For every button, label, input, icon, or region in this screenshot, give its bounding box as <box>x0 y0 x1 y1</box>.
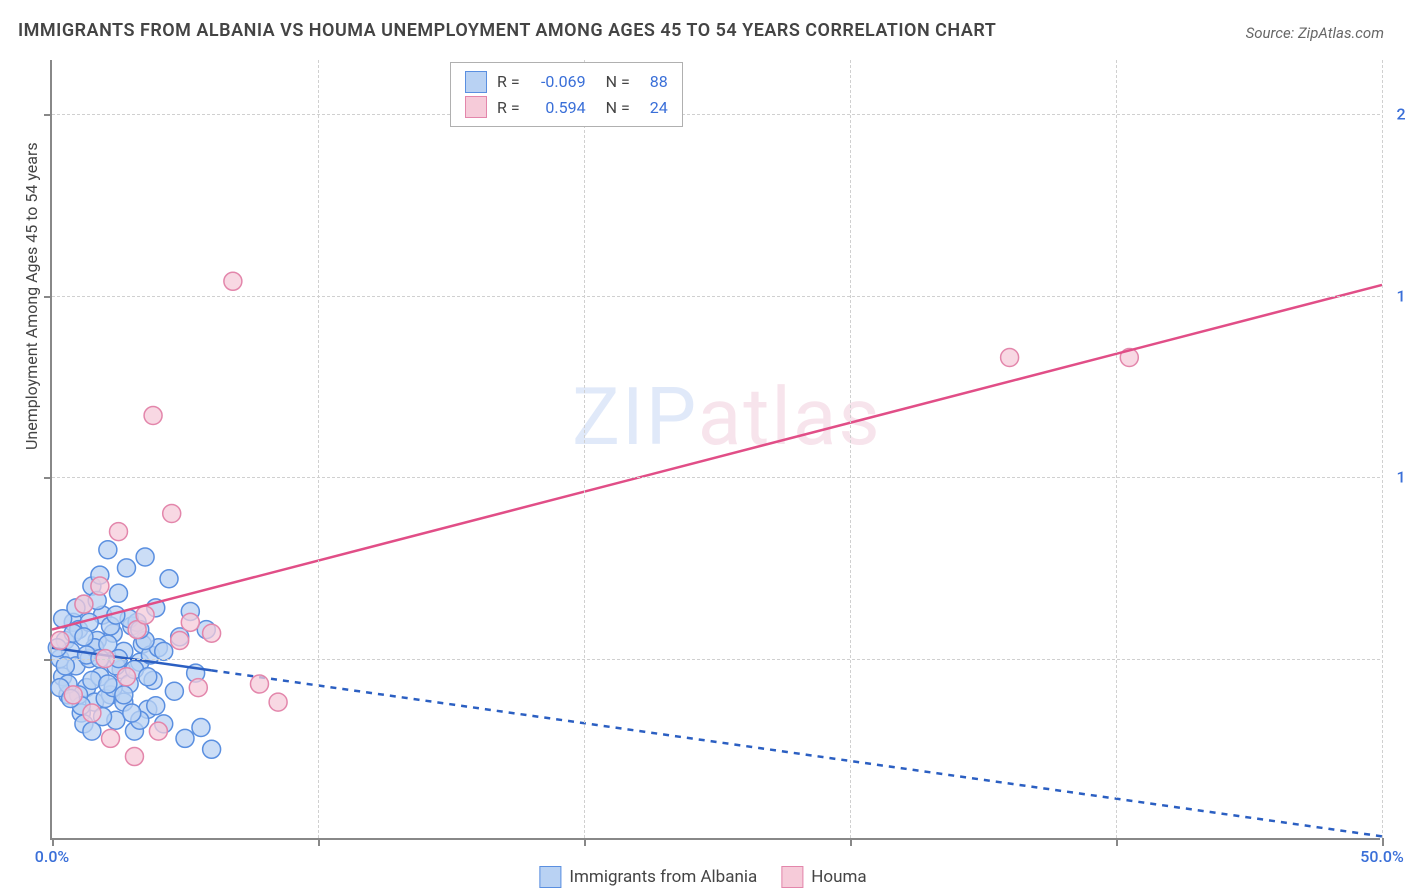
gridline-vertical <box>850 60 851 838</box>
data-point <box>176 729 194 747</box>
x-tick-mark <box>584 838 586 846</box>
legend-n-value: 24 <box>640 95 668 121</box>
data-point <box>203 740 221 758</box>
y-tick-label: 15.0% <box>1396 286 1406 305</box>
data-point <box>99 541 117 559</box>
gridline-vertical <box>318 60 319 838</box>
legend-swatch <box>781 866 803 888</box>
legend-swatch <box>539 866 561 888</box>
x-tick-mark <box>52 838 54 846</box>
legend-n-value: 88 <box>640 69 668 95</box>
chart-svg <box>52 60 1380 838</box>
data-point <box>160 570 178 588</box>
legend-series-item: Immigrants from Albania <box>539 866 757 888</box>
data-point <box>75 628 93 646</box>
data-point <box>99 675 117 693</box>
regression-line-extrapolated <box>212 670 1382 836</box>
data-point <box>83 722 101 740</box>
x-tick-mark <box>1382 838 1384 846</box>
legend-r-label: R = <box>497 95 520 121</box>
data-point <box>163 504 181 522</box>
y-tick-label: 20.0% <box>1396 105 1406 124</box>
x-tick-label: 0.0% <box>35 847 69 866</box>
data-point <box>224 272 242 290</box>
data-point <box>136 606 154 624</box>
legend-series-label: Immigrants from Albania <box>569 867 757 887</box>
plot-area: ZIPatlas 5.0%10.0%15.0%20.0%0.0%50.0% <box>50 60 1380 840</box>
data-point <box>64 686 82 704</box>
data-point <box>91 577 109 595</box>
legend-series: Immigrants from Albania Houma <box>539 866 866 888</box>
data-point <box>125 748 143 766</box>
x-tick-mark <box>1116 838 1118 846</box>
legend-r-value: 0.594 <box>530 95 586 121</box>
data-point <box>110 584 128 602</box>
gridline-horizontal <box>52 114 1380 115</box>
y-axis-title: Unemployment Among Ages 45 to 54 years <box>22 142 41 450</box>
data-point <box>144 407 162 425</box>
legend-n-label: N = <box>606 95 630 121</box>
data-point <box>1001 348 1019 366</box>
y-tick-mark <box>44 114 52 116</box>
data-point <box>117 668 135 686</box>
data-point <box>123 704 141 722</box>
data-point <box>83 704 101 722</box>
gridline-horizontal <box>52 659 1380 660</box>
legend-n-label: N = <box>606 69 630 95</box>
legend-series-label: Houma <box>811 867 866 887</box>
y-tick-label: 10.0% <box>1396 468 1406 487</box>
data-point <box>149 722 167 740</box>
x-tick-mark <box>318 838 320 846</box>
x-tick-label: 50.0% <box>1360 847 1404 866</box>
regression-line <box>52 285 1382 630</box>
data-point <box>136 548 154 566</box>
gridline-vertical <box>1116 60 1117 838</box>
legend-correlation: R = -0.069 N = 88 R = 0.594 N = 24 <box>450 62 683 127</box>
data-point <box>165 682 183 700</box>
legend-row: R = 0.594 N = 24 <box>465 95 668 121</box>
legend-swatch <box>465 96 487 118</box>
data-point <box>139 668 157 686</box>
data-point <box>75 595 93 613</box>
x-tick-mark <box>850 838 852 846</box>
data-point <box>147 697 165 715</box>
gridline-horizontal <box>52 296 1380 297</box>
data-point <box>269 693 287 711</box>
gridline-vertical <box>1382 60 1383 838</box>
gridline-vertical <box>584 60 585 838</box>
legend-series-item: Houma <box>781 866 866 888</box>
legend-r-label: R = <box>497 69 520 95</box>
legend-r-value: -0.069 <box>530 69 586 95</box>
y-tick-mark <box>44 659 52 661</box>
data-point <box>171 631 189 649</box>
data-point <box>115 686 133 704</box>
data-point <box>192 719 210 737</box>
chart-title: IMMIGRANTS FROM ALBANIA VS HOUMA UNEMPLO… <box>18 20 996 41</box>
data-point <box>189 679 207 697</box>
data-point <box>51 631 69 649</box>
chart-container: IMMIGRANTS FROM ALBANIA VS HOUMA UNEMPLO… <box>0 0 1406 892</box>
y-tick-mark <box>44 477 52 479</box>
data-point <box>102 729 120 747</box>
legend-swatch <box>465 71 487 93</box>
data-point <box>117 559 135 577</box>
source-attribution: Source: ZipAtlas.com <box>1246 24 1384 42</box>
y-tick-mark <box>44 296 52 298</box>
data-point <box>110 523 128 541</box>
gridline-horizontal <box>52 477 1380 478</box>
data-point <box>83 671 101 689</box>
legend-row: R = -0.069 N = 88 <box>465 69 668 95</box>
data-point <box>250 675 268 693</box>
data-point <box>181 613 199 631</box>
data-point <box>203 624 221 642</box>
